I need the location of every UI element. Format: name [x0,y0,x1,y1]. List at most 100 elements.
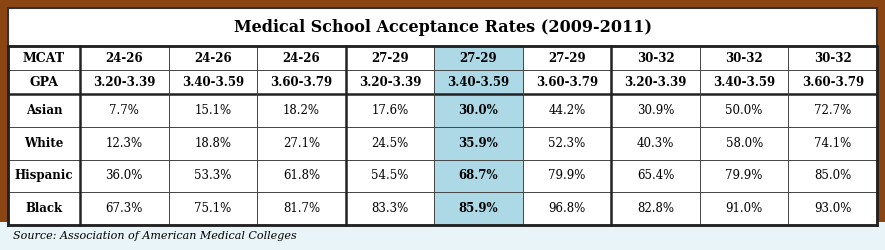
Bar [80,127,168,160]
Text: 30.0%: 30.0% [458,104,498,117]
Bar [168,127,258,160]
Bar [168,160,258,192]
Text: 91.0%: 91.0% [726,202,763,215]
Text: 40.3%: 40.3% [637,136,674,149]
Bar [435,46,523,70]
Text: 65.4%: 65.4% [637,170,674,182]
Bar [700,192,789,225]
Text: 68.7%: 68.7% [458,170,498,182]
Bar [700,160,789,192]
Bar [8,70,80,94]
Bar [789,192,877,225]
Text: 27-29: 27-29 [548,52,586,64]
Text: 93.0%: 93.0% [814,202,851,215]
Text: GPA: GPA [29,76,58,88]
Bar [700,94,789,127]
Bar [168,70,258,94]
Bar [258,46,346,70]
Bar [523,46,612,70]
Text: 24.5%: 24.5% [372,136,409,149]
Text: 30.9%: 30.9% [637,104,674,117]
Bar [435,70,523,94]
Bar [612,46,700,70]
Bar [80,192,168,225]
Bar [346,192,435,225]
Text: Hispanic: Hispanic [15,170,73,182]
Bar [258,160,346,192]
Text: Black: Black [26,202,63,215]
Bar [789,94,877,127]
Text: 7.7%: 7.7% [110,104,139,117]
Bar [612,127,700,160]
Text: 12.3%: 12.3% [105,136,142,149]
Bar [700,127,789,160]
Bar [346,94,435,127]
Text: 75.1%: 75.1% [194,202,232,215]
Text: 3.60-3.79: 3.60-3.79 [802,76,864,88]
Text: 67.3%: 67.3% [105,202,143,215]
Text: 24-26: 24-26 [105,52,143,64]
Text: 24-26: 24-26 [194,52,232,64]
Text: 30-32: 30-32 [814,52,851,64]
Bar [612,70,700,94]
Text: 35.9%: 35.9% [458,136,498,149]
Text: Medical School Acceptance Rates (2009-2011): Medical School Acceptance Rates (2009-20… [234,18,651,36]
Bar [8,8,877,225]
Text: 3.40-3.59: 3.40-3.59 [713,76,775,88]
Bar [523,127,612,160]
Bar [258,70,346,94]
Bar [80,70,168,94]
Text: 54.5%: 54.5% [371,170,409,182]
Bar [346,70,435,94]
Text: White: White [24,136,64,149]
Bar [168,94,258,127]
Text: 3.20-3.39: 3.20-3.39 [358,76,421,88]
Bar [8,46,877,225]
Bar [168,46,258,70]
Text: 30-32: 30-32 [636,52,674,64]
Bar [435,127,523,160]
Bar [435,160,523,192]
Bar [346,46,435,70]
Text: 74.1%: 74.1% [814,136,851,149]
Bar [258,94,346,127]
Bar [8,160,80,192]
Text: 15.1%: 15.1% [195,104,231,117]
Bar [80,46,168,70]
Text: 79.9%: 79.9% [726,170,763,182]
Text: 83.3%: 83.3% [372,202,409,215]
Text: 3.40-3.59: 3.40-3.59 [448,76,510,88]
Bar [700,70,789,94]
Text: 27-29: 27-29 [371,52,409,64]
Text: 18.8%: 18.8% [195,136,231,149]
Bar [435,192,523,225]
Text: 3.40-3.59: 3.40-3.59 [181,76,244,88]
Bar [612,160,700,192]
Text: 17.6%: 17.6% [372,104,409,117]
Bar [0,222,885,250]
Text: 3.60-3.79: 3.60-3.79 [270,76,333,88]
Text: 24-26: 24-26 [282,52,320,64]
Bar [523,70,612,94]
Text: 3.20-3.39: 3.20-3.39 [93,76,156,88]
Text: 96.8%: 96.8% [549,202,586,215]
Text: MCAT: MCAT [23,52,65,64]
Bar [612,192,700,225]
Bar [789,127,877,160]
Text: 58.0%: 58.0% [726,136,763,149]
Bar [8,94,80,127]
Text: 27.1%: 27.1% [283,136,320,149]
Bar [523,192,612,225]
Bar [80,94,168,127]
Bar [523,94,612,127]
Text: 52.3%: 52.3% [549,136,586,149]
Bar [258,127,346,160]
Bar [700,46,789,70]
Text: 50.0%: 50.0% [726,104,763,117]
Bar [258,192,346,225]
Bar [8,127,80,160]
Bar [168,192,258,225]
Bar [789,160,877,192]
Text: 81.7%: 81.7% [283,202,320,215]
Text: 3.60-3.79: 3.60-3.79 [536,76,598,88]
